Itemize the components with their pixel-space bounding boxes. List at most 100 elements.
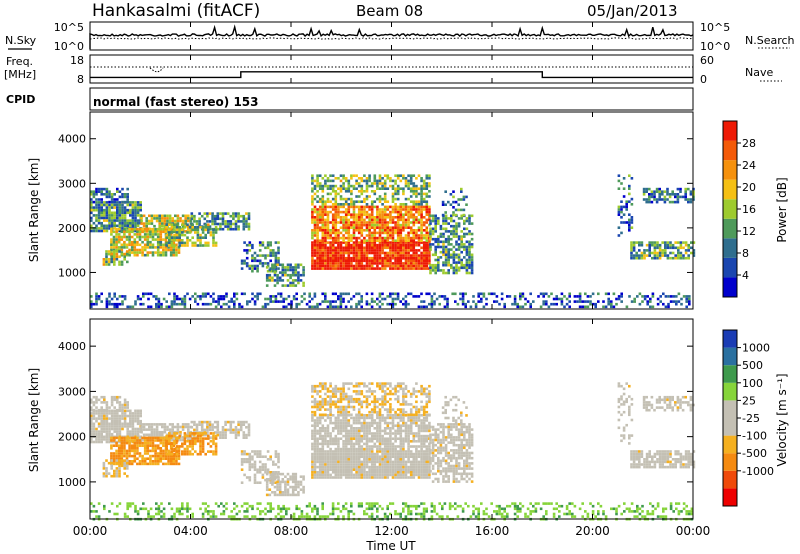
heat-cell [183,434,187,438]
heat-cell [318,210,322,214]
heat-cell [415,256,418,260]
heat-cell [150,430,154,434]
heat-cell [391,292,395,296]
heat-cell [352,251,356,255]
heat-cell [121,216,124,220]
heat-cell [383,450,387,453]
heat-cell [394,182,397,185]
heat-cell [625,200,628,203]
heat-cell [326,197,330,201]
heat-cell [186,292,189,296]
heat-cell [151,460,155,463]
heat-cell [370,231,374,235]
heat-cell [373,216,377,219]
heat-cell [355,236,358,240]
heat-cell [402,256,405,260]
heat-cell [184,214,187,218]
heat-cell [412,262,416,265]
heat-cell [139,419,142,423]
heat-cell [355,229,358,232]
heat-cell [420,218,423,222]
heat-cell [376,297,379,301]
heat-cell [105,430,109,433]
heat-cell [391,184,395,188]
heat-cell [344,292,348,296]
heat-cell [136,219,140,222]
heat-cell [363,460,366,464]
heat-cell [186,452,189,456]
heat-cell [110,432,114,436]
heat-cell [149,251,152,254]
heat-cell [123,206,127,209]
heat-cell [391,450,395,453]
heat-cell [284,284,287,287]
heat-cell [151,447,155,450]
heat-cell [256,471,259,474]
heat-cell [126,221,129,225]
heat-cell [242,420,246,424]
heat-cell [373,452,377,456]
heat-cell [468,248,471,251]
heat-cell [110,414,114,418]
heat-cell [620,216,623,219]
heat-cell [133,457,137,460]
heat-cell [399,218,403,222]
heat-cell [115,255,119,258]
heat-cell [97,190,101,193]
heat-cell [324,264,327,268]
heat-cell [331,243,335,247]
heat-cell [146,235,150,239]
heat-cell [420,200,423,203]
heat-cell [165,439,168,443]
heat-cell [417,259,421,263]
heat-cell [163,219,167,223]
heat-cell [97,229,101,233]
heat-cell [545,300,548,303]
heat-cell [311,246,314,250]
heat-cell [342,174,345,177]
heat-cell [95,198,98,201]
heat-cell [376,197,379,201]
heat-cell [313,197,317,201]
heat-cell [287,295,291,298]
heat-cell [294,284,298,287]
heat-cell [378,463,382,466]
heat-cell [493,292,496,296]
heat-cell [420,264,423,268]
heat-cell [92,401,96,404]
heat-cell [434,217,437,220]
heat-cell [113,216,116,220]
heat-cell [444,230,448,233]
heat-cell [149,240,152,244]
heat-cell [156,243,160,247]
heat-cell [415,205,418,209]
heat-cell [422,179,426,183]
heat-cell [455,243,458,246]
heat-cell [277,458,280,461]
heat-cell [324,236,327,240]
heat-cell [389,213,392,216]
heat-cell [331,221,335,224]
heat-cell [276,273,279,277]
heat-cell [199,434,202,438]
heat-cell [431,230,435,233]
heat-cell [211,423,214,426]
heat-cell [130,460,134,463]
heat-cell [344,213,348,216]
heat-cell [350,192,353,196]
heat-cell [365,205,369,209]
heat-cell [133,248,137,252]
heat-cell [339,251,343,255]
heat-cell [265,279,269,282]
heat-cell [156,238,160,241]
heat-cell [337,256,340,260]
heat-cell [368,246,371,250]
heat-cell [339,305,343,309]
heat-cell [625,221,628,224]
heat-cell [166,428,169,431]
heat-cell [344,177,348,180]
heat-cell [118,190,122,193]
heat-cell [108,409,111,413]
heat-cell [261,455,265,458]
heat-cell [110,474,113,478]
